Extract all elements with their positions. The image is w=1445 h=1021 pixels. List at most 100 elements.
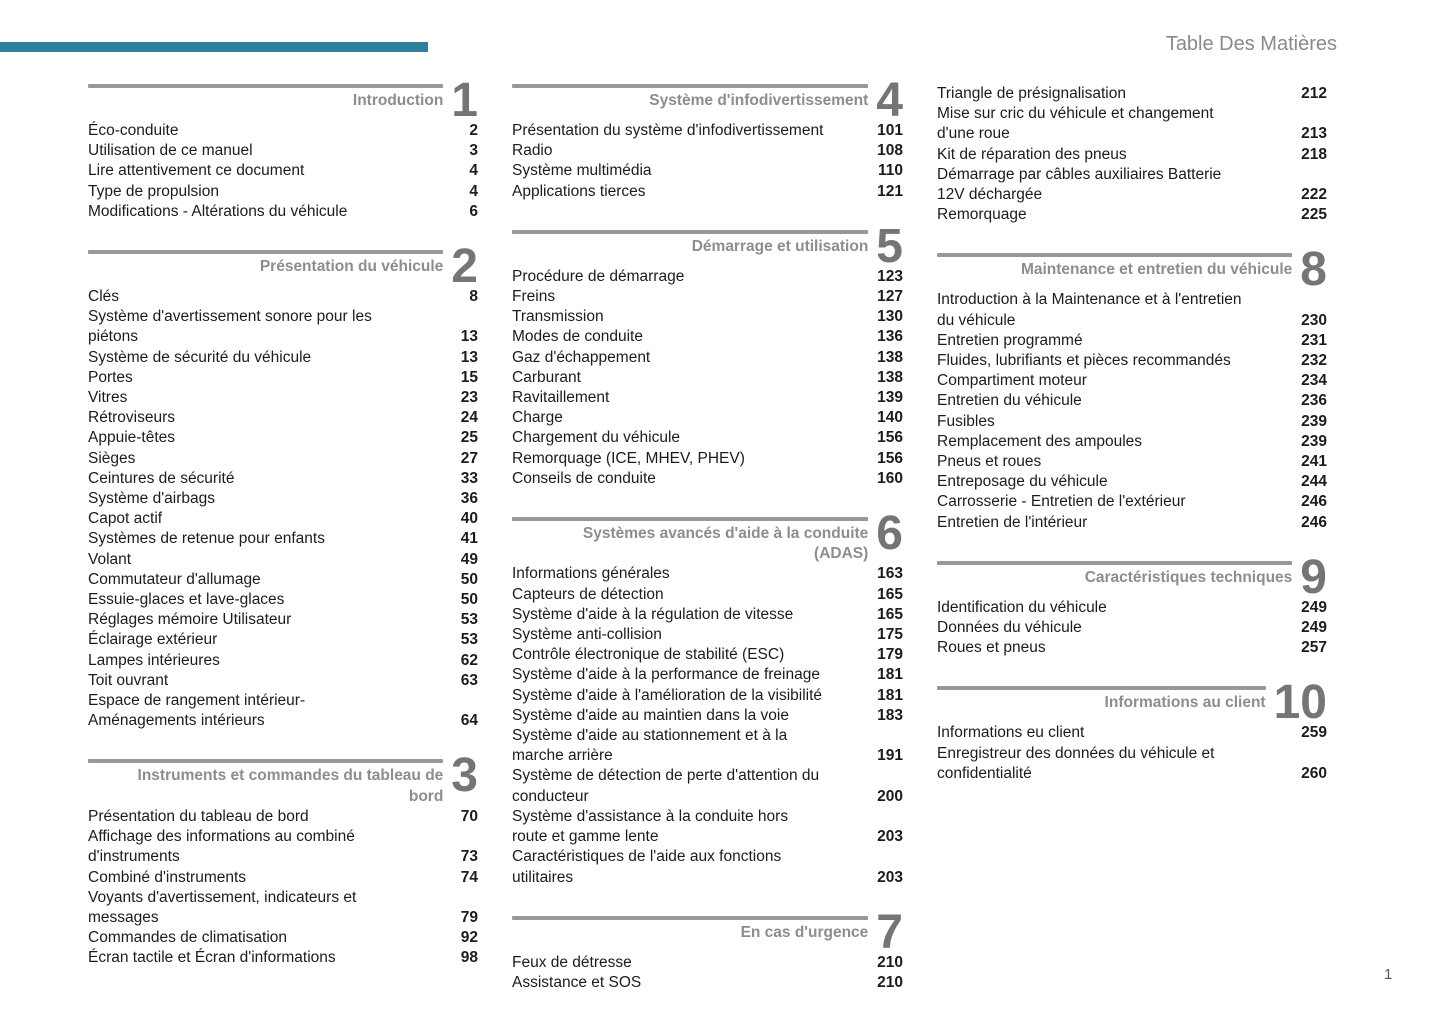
entry-page: 181 [877,686,903,704]
toc-section: Démarrage et utilisation 5 Procédure de … [512,222,903,489]
section-title: Système d'infodivertissement [649,92,869,109]
toc-entry: Caractéristiques de l'aide aux fonctions… [512,847,903,887]
entry-label: Compartiment moteur [937,372,1087,390]
entry-label: Espace de rangement intérieur- Aménageme… [88,692,306,730]
section-number: 8 [1300,243,1327,297]
section-title: Informations au client [1104,694,1266,712]
entry-label: Toit ouvrant [88,671,169,689]
toc-entry: Informations eu client 259 [937,723,1327,743]
section-header: Systèmes avancés d'aide à la conduite (A… [512,510,903,564]
entry-label: Contrôle électronique de stabilité (ESC) [512,646,785,664]
toc-entry: Chargement du véhicule 156 [512,428,903,448]
entry-label: Conseils de conduite [512,469,656,487]
entry-page: 257 [1301,639,1327,657]
entry-label: Pneus et roues [937,453,1042,471]
entry-page: 33 [460,469,478,487]
entry-page: 15 [460,368,478,386]
toc-entry: Triangle de présignalisation 212 [937,84,1327,104]
page-number: 1 [1384,966,1393,983]
toc-entry: Affichage des informations au combiné d'… [88,827,478,867]
toc-entry: Présentation du système d'infodivertisse… [512,121,903,141]
entry-page: 222 [1301,186,1327,204]
entry-label: Mise sur cric du véhicule et changement … [937,105,1214,143]
document-title: Table Des Matières [1165,33,1337,55]
toc-entry: Freins 127 [512,287,903,307]
toc-entry: Contrôle électronique de stabilité (ESC)… [512,645,903,665]
section-header: Démarrage et utilisation 5 [512,222,903,270]
toc-entry: Appuie-têtes 25 [88,428,478,448]
toc-entry: Rétroviseurs 24 [88,408,478,428]
toc-entry: Identification du véhicule 249 [937,598,1327,618]
entry-label: Commandes de climatisation [88,929,288,947]
entry-label: Freins [512,288,556,306]
entry-label: Identification du véhicule [937,598,1107,616]
entry-page: 165 [877,585,903,603]
toc-entry: Radio 108 [512,141,903,161]
entry-label: Démarrage par câbles auxiliaires Batteri… [937,165,1222,204]
entry-page: 121 [877,182,903,200]
toc-entry: Lampes intérieures 62 [88,651,478,671]
entry-label: Introduction à la Maintenance et à l'ent… [937,291,1242,329]
toc-entry: Assistance et SOS 210 [512,973,903,993]
toc-entry: Système d'aide à la régulation de vitess… [512,605,903,625]
entry-label: Remorquage (ICE, MHEV, PHEV) [512,449,745,467]
entry-page: 163 [877,565,903,583]
entry-page: 139 [877,389,903,407]
entry-page: 249 [1301,598,1327,616]
entry-page: 136 [877,328,903,346]
toc-entry: Gaz d'échappement 138 [512,348,903,368]
entry-page: 210 [877,953,903,971]
entry-label: Système de sécurité du véhicule [88,348,312,366]
section-header: Informations au client 10 [937,679,1327,727]
entry-page: 212 [1301,85,1327,102]
toc-entry: Pneus et roues 241 [937,452,1327,472]
section-number: 1 [451,74,478,127]
section-entries: Identification du véhicule 249 Données d… [937,598,1327,659]
entry-page: 108 [877,142,903,160]
entry-label: Présentation du tableau de bord [88,807,309,825]
section-rule [937,686,1266,691]
toc-section: Informations au client 10 Informations e… [937,679,1327,784]
entry-page: 203 [877,828,903,846]
toc-entry: Ceintures de sécurité 33 [88,469,478,489]
entry-page: 25 [460,429,478,447]
toc-entry: Ravitaillement 139 [512,388,903,408]
entry-page: 213 [1301,125,1327,143]
section-number: 2 [451,240,478,294]
entry-label: Gaz d'échappement [512,348,651,366]
section-header: En cas d'urgence 7 [512,908,903,956]
toc-entry: Système d'aide au maintien dans la voie … [512,706,903,726]
entry-page: 127 [877,288,903,306]
toc-entry: Vitres 23 [88,388,478,408]
section-title: Maintenance et entretien du véhicule [1020,261,1293,279]
entry-page: 225 [1301,206,1327,224]
entry-label: Remorquage [937,206,1027,224]
section-rule [512,517,869,522]
entry-label: Enregistreur des données du véhicule et … [937,744,1215,782]
toc-entry: Kit de réparation des pneus 218 [937,145,1327,165]
toc-entry: Capteurs de détection 165 [512,585,903,605]
toc-entry: Système d'aide à l'amélioration de la vi… [512,686,903,706]
entry-page: 239 [1301,432,1327,450]
toc-entry: Système d'avertissement sonore pour les … [88,307,478,347]
entry-label: Vitres [88,389,128,407]
entry-label: Assistance et SOS [512,973,642,991]
entry-page: 110 [877,162,903,180]
entry-label: Entretien du véhicule [937,392,1082,410]
toc-entry: Procédure de démarrage 123 [512,267,903,287]
toc-entry: Système d'assistance à la conduite hors … [512,807,903,847]
entry-label: Clés [88,288,120,306]
entry-page: 92 [460,929,478,947]
toc-entry: Fusibles 239 [937,412,1327,432]
entry-page: 130 [877,308,903,326]
toc-entry: Entretien de l'intérieur 246 [937,513,1327,533]
entry-label: Voyants d'avertissement, indicateurs et … [88,888,357,926]
entry-label: Systèmes de retenue pour enfants [88,530,325,548]
section-entries: Présentation du tableau de bord 70 Affic… [88,807,478,969]
toc-entry: Démarrage par câbles auxiliaires Batteri… [937,165,1327,205]
toc-entry: Entreposage du véhicule 244 [937,472,1327,492]
toc-entry: Réglages mémoire Utilisateur 53 [88,610,478,630]
entry-label: Modifications - Altérations du véhicule [88,202,348,220]
entry-label: Capteurs de détection [512,585,664,603]
entry-page: 140 [877,409,903,427]
